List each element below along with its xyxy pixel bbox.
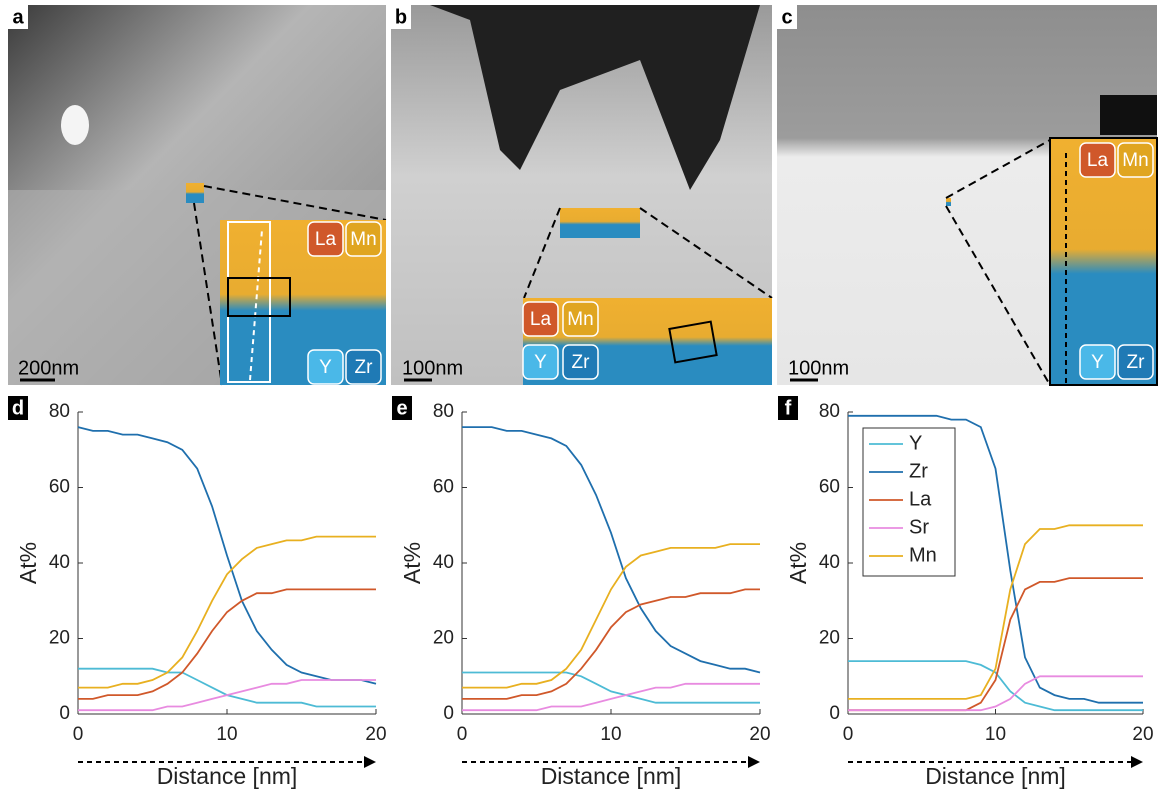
series-line [462,544,760,688]
panel-label: f [785,397,792,419]
y-tick-label: 0 [443,703,454,724]
y-axis-label: At% [785,542,811,584]
panel-label: a [12,6,24,28]
series-line [462,427,760,672]
panel-label: d [12,397,24,419]
y-tick-label: 40 [49,552,70,573]
element-tag-label: La [530,309,552,330]
y-tick-label: 80 [819,401,840,422]
x-tick-label: 10 [985,724,1006,745]
y-tick-label: 40 [819,552,840,573]
y-axis-label: At% [15,542,41,584]
x-axis-label: Distance [nm] [541,763,682,789]
x-axis-label: Distance [nm] [925,763,1066,789]
y-tick-label: 60 [433,477,454,498]
element-tag-label: Y [319,357,332,378]
element-tag-label: Zr [355,357,374,378]
distance-arrowhead [748,756,760,768]
element-tag-label: La [315,229,337,250]
scale-bar-label: 100nm [402,357,463,379]
y-tick-label: 20 [819,628,840,649]
series-line [462,589,760,699]
element-tag-label: Zr [1127,352,1146,373]
legend-label: Mn [909,544,937,566]
x-tick-label: 10 [216,724,237,745]
y-tick-label: 20 [433,628,454,649]
micrograph-a [8,5,386,385]
x-axis-label: Distance [nm] [157,763,298,789]
series-line [848,578,1143,710]
scale-bar-label: 200nm [18,357,79,379]
series-line [78,669,376,707]
distance-arrowhead [364,756,376,768]
legend-label: Zr [909,460,928,482]
legend-label: Y [909,432,922,454]
y-tick-label: 60 [49,477,70,498]
legend-label: Sr [909,516,929,538]
figure: a 200nm La Mn Y Zr b 100nm La Mn Y Zr c 100nm La Mn Y Zr d… [0,0,1159,795]
panel-label: b [395,6,407,28]
panel-label: c [781,6,792,28]
element-tag-label: Zr [572,352,591,373]
y-tick-label: 20 [49,628,70,649]
legend-label: La [909,488,932,510]
series-line [78,427,376,684]
x-tick-label: 0 [843,724,854,745]
x-tick-label: 20 [749,724,770,745]
y-tick-label: 60 [819,477,840,498]
y-axis-label: At% [399,542,425,584]
element-tag-label: Y [534,352,547,373]
micrograph-c [777,5,1157,385]
x-tick-label: 10 [600,724,621,745]
element-tag-label: Mn [567,309,593,330]
panel-label: e [396,397,407,419]
element-tag-label: Y [1091,352,1104,373]
distance-arrowhead [1131,756,1143,768]
y-tick-label: 0 [59,703,70,724]
x-tick-label: 20 [1132,724,1153,745]
scale-bar-label: 100nm [788,357,849,379]
element-tag-label: La [1087,150,1109,171]
x-tick-label: 0 [457,724,468,745]
element-tag-label: Mn [1122,150,1148,171]
element-tag-label: Mn [350,229,376,250]
x-tick-label: 20 [365,724,386,745]
y-tick-label: 80 [49,401,70,422]
y-tick-label: 80 [433,401,454,422]
y-tick-label: 40 [433,552,454,573]
y-tick-label: 0 [829,703,840,724]
x-tick-label: 0 [73,724,84,745]
series-line [78,589,376,699]
